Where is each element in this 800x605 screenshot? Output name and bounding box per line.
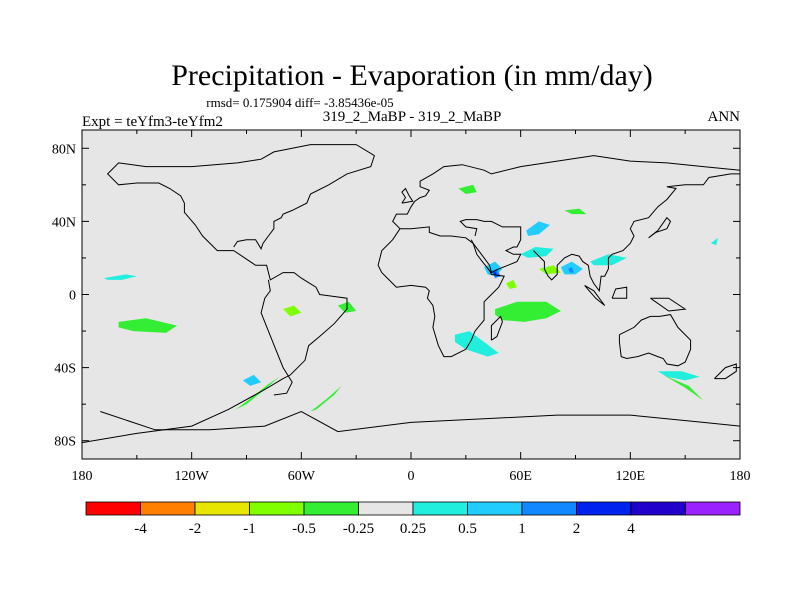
colorbar-swatch-10 bbox=[630, 501, 686, 516]
x-tick-label-3: 0 bbox=[408, 469, 415, 484]
x-tick-label-5: 120E bbox=[616, 469, 646, 484]
y-tick-labels: 80N 40N 0 40S 80S bbox=[52, 142, 76, 449]
colorbar-swatch-8 bbox=[521, 501, 577, 516]
coastline-7 bbox=[584, 284, 606, 306]
colorbar-label-1: -2 bbox=[189, 521, 202, 537]
coastline-3 bbox=[377, 226, 505, 358]
coastline-12 bbox=[100, 410, 741, 433]
data-patch-18 bbox=[458, 184, 477, 194]
colorbar-label-8: 2 bbox=[573, 521, 581, 537]
data-patch-21 bbox=[506, 279, 517, 289]
data-patch-19 bbox=[564, 208, 587, 215]
plot-background bbox=[82, 130, 740, 459]
data-patch-11 bbox=[526, 221, 550, 236]
colorbar-swatch-3 bbox=[249, 501, 305, 516]
data-patch-22 bbox=[283, 305, 302, 317]
data-patch-6 bbox=[454, 331, 499, 357]
colorbar-swatch-11 bbox=[685, 501, 741, 516]
coastline-9 bbox=[618, 314, 692, 367]
x-tick-label-1: 120W bbox=[175, 469, 210, 484]
data-patch-0 bbox=[118, 318, 177, 333]
case-label: 319_2_MaBP - 319_2_MaBP bbox=[323, 109, 502, 125]
data-patch-10 bbox=[710, 237, 719, 246]
stats-line: rmsd= 0.175904 diff= -3.85436e-05 bbox=[206, 95, 393, 110]
coastline-8 bbox=[650, 297, 687, 312]
coastline-6 bbox=[611, 286, 628, 299]
y-tick-label-1: 40N bbox=[52, 215, 76, 230]
colorbar-label-0: -4 bbox=[134, 521, 147, 537]
colorbar-label-5: 0.25 bbox=[400, 521, 426, 537]
x-tick-label-2: 60W bbox=[288, 469, 316, 484]
colorbar-swatch-5 bbox=[358, 501, 414, 516]
y-tick-label-2: 0 bbox=[69, 289, 76, 304]
coastline-13 bbox=[401, 187, 414, 204]
colorbar-swatch-0 bbox=[85, 501, 141, 516]
colorbar-swatch-7 bbox=[467, 501, 523, 516]
x-tick-label-6: 180 bbox=[730, 469, 751, 484]
colorbar-label-3: -0.5 bbox=[292, 521, 316, 537]
coastline-4 bbox=[459, 219, 522, 274]
y-tick-label-4: 80S bbox=[54, 435, 76, 450]
y-tick-label-3: 40S bbox=[54, 362, 76, 377]
coastline-2 bbox=[392, 155, 741, 230]
data-patch-14 bbox=[242, 374, 262, 386]
colorbar-label-9: 4 bbox=[627, 521, 635, 537]
x-tick-labels: 180 120W 60W 0 60E 120E 180 bbox=[72, 469, 751, 484]
colorbar-swatch-6 bbox=[412, 501, 468, 516]
chart-title: Precipitation - Evaporation (in mm/day) bbox=[171, 59, 653, 92]
data-patch-1 bbox=[495, 301, 561, 322]
colorbar-swatch-4 bbox=[303, 501, 359, 516]
colorbar-swatch-9 bbox=[576, 501, 632, 516]
data-patch-8 bbox=[520, 247, 554, 258]
colorbar-label-6: 0.5 bbox=[458, 521, 477, 537]
season-label: ANN bbox=[708, 109, 741, 125]
data-patch-9 bbox=[657, 371, 700, 381]
expt-label: Expt = teYfm3-teYfm2 bbox=[82, 114, 223, 130]
y-tick-label-0: 80N bbox=[52, 142, 76, 157]
colorbar-label-4: -0.25 bbox=[343, 521, 374, 537]
coastline-0 bbox=[81, 144, 375, 444]
data-patch-5 bbox=[103, 274, 137, 280]
coastline-5 bbox=[533, 173, 740, 293]
x-tick-label-4: 60E bbox=[509, 469, 532, 484]
colorbar-swatch-2 bbox=[194, 501, 250, 516]
colorbar-label-2: -1 bbox=[243, 521, 256, 537]
data-patch-16 bbox=[568, 267, 574, 273]
coastline-1 bbox=[260, 279, 293, 396]
coastline-14 bbox=[490, 315, 503, 341]
colorbar-swatch-1 bbox=[140, 501, 196, 516]
colorbar bbox=[85, 501, 741, 516]
colorbar-label-7: 1 bbox=[518, 521, 526, 537]
colorbar-labels: -4 -2 -1 -0.5 -0.25 0.25 0.5 1 2 4 bbox=[134, 521, 635, 537]
x-tick-label-0: 180 bbox=[72, 469, 93, 484]
plot-frame bbox=[81, 129, 741, 460]
coastline-11 bbox=[648, 216, 672, 239]
